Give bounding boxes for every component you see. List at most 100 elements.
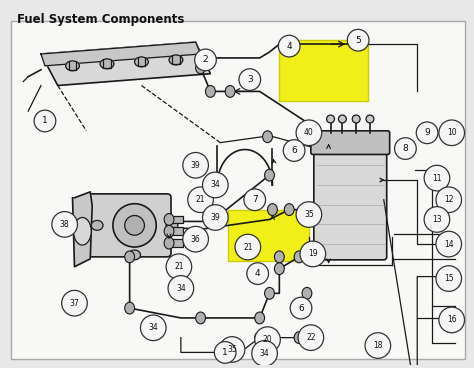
Circle shape [436,266,462,291]
Ellipse shape [274,251,284,263]
Ellipse shape [125,302,135,314]
Polygon shape [73,192,92,267]
Text: 34: 34 [148,323,158,332]
Circle shape [195,49,216,71]
FancyArrowPatch shape [327,259,330,263]
Text: 3: 3 [247,75,253,84]
Ellipse shape [135,57,148,67]
FancyArrowPatch shape [272,159,276,163]
Text: 6: 6 [298,304,304,312]
FancyArrowPatch shape [380,178,383,182]
Polygon shape [41,42,201,66]
Circle shape [352,115,360,123]
Ellipse shape [196,62,206,74]
Ellipse shape [100,59,114,69]
Circle shape [327,115,335,123]
Ellipse shape [169,55,183,65]
Circle shape [188,187,213,213]
Text: 14: 14 [444,240,454,248]
Circle shape [255,327,280,353]
Circle shape [202,172,228,198]
Text: 1: 1 [42,116,48,125]
Circle shape [416,122,438,144]
Text: 35: 35 [304,210,314,219]
Circle shape [296,120,322,146]
Text: 2: 2 [203,56,208,64]
Circle shape [365,333,391,358]
Ellipse shape [91,220,103,230]
Circle shape [424,207,450,232]
Bar [167,227,183,235]
Text: 21: 21 [243,243,253,252]
Circle shape [183,152,209,178]
Ellipse shape [206,85,215,97]
Circle shape [439,307,465,333]
Ellipse shape [264,287,274,299]
Circle shape [283,140,305,161]
FancyBboxPatch shape [311,131,390,155]
Ellipse shape [294,251,304,263]
FancyArrowPatch shape [271,216,274,220]
Circle shape [244,189,265,210]
Circle shape [252,341,277,366]
Ellipse shape [125,251,135,263]
Text: 1: 1 [222,348,228,357]
Circle shape [202,205,228,230]
Text: 39: 39 [191,161,201,170]
Circle shape [34,110,56,132]
Text: 19: 19 [308,250,318,258]
Ellipse shape [264,169,274,181]
Ellipse shape [284,204,294,216]
Text: 13: 13 [432,215,442,224]
Text: 8: 8 [402,144,408,153]
Circle shape [235,234,261,260]
Text: 34: 34 [260,349,269,358]
Text: 22: 22 [306,333,316,342]
Circle shape [247,263,268,284]
Circle shape [366,115,374,123]
Circle shape [290,297,312,319]
FancyArrowPatch shape [281,48,285,52]
Ellipse shape [255,332,264,344]
Text: 16: 16 [447,315,456,325]
Circle shape [62,290,87,316]
FancyBboxPatch shape [314,146,387,260]
Ellipse shape [263,131,273,143]
Bar [167,239,183,247]
Text: 37: 37 [70,299,79,308]
Circle shape [239,69,261,91]
Text: 20: 20 [263,335,273,344]
Ellipse shape [164,225,174,237]
Circle shape [298,325,324,350]
Bar [279,40,368,101]
Bar [167,216,183,223]
Ellipse shape [128,250,140,260]
Circle shape [436,231,462,257]
Text: 21: 21 [174,262,183,271]
Text: 21: 21 [196,195,205,204]
Ellipse shape [294,332,304,344]
Bar [228,210,309,261]
Text: 39: 39 [210,213,220,222]
FancyArrowPatch shape [167,234,171,238]
Ellipse shape [73,217,91,245]
Ellipse shape [255,312,264,324]
Circle shape [338,115,346,123]
Ellipse shape [196,312,206,324]
Text: 18: 18 [373,341,383,350]
Ellipse shape [166,220,178,230]
Text: 38: 38 [60,220,70,229]
Text: 12: 12 [444,195,454,204]
Ellipse shape [164,237,174,249]
FancyArrowPatch shape [327,145,330,149]
Ellipse shape [225,85,235,97]
Circle shape [125,216,145,235]
Ellipse shape [65,61,80,71]
Circle shape [214,342,236,363]
Circle shape [113,204,156,247]
Circle shape [278,35,300,57]
Text: 7: 7 [252,195,257,204]
Polygon shape [41,42,210,85]
Circle shape [436,187,462,213]
Text: 5: 5 [356,36,361,45]
